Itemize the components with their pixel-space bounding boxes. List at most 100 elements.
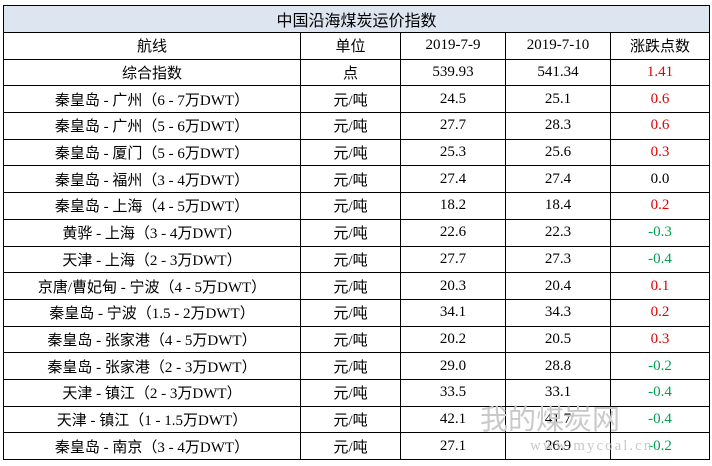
cell: 天津 - 镇江（2 - 3万DWT） <box>3 378 301 407</box>
cell: 1.41 <box>610 58 710 87</box>
cell: 27.3 <box>505 245 611 274</box>
cell: 秦皇岛 - 南京（3 - 4万DWT） <box>3 432 301 460</box>
cell: 秦皇岛 - 上海（4 - 5万DWT） <box>3 192 301 220</box>
freight-table: 中国沿海煤炭运价指数 航线 单位 2019-7-9 2019-7-10 涨跌点数 综合指数… <box>3 5 710 460</box>
cell: 27.7 <box>400 245 506 274</box>
cell: 24.5 <box>400 85 506 114</box>
cell: 秦皇岛 - 厦门（5 - 6万DWT） <box>3 138 301 167</box>
cell: -0.3 <box>610 218 710 247</box>
cell: 28.3 <box>505 112 611 140</box>
data-row: 京唐/曹妃甸 - 宁波（4 - 5万DWT） 元/吨 20.3 20.4 0.1 <box>3 272 710 300</box>
watermark-url: www.mycoal.cn <box>530 438 654 454</box>
cell: -0.4 <box>610 378 710 407</box>
header-cell: 2019-7-9 <box>400 32 506 60</box>
data-row: 天津 - 上海（2 - 3万DWT） 元/吨 27.7 27.3 -0.4 <box>3 245 710 274</box>
cell: 秦皇岛 - 张家港（4 - 5万DWT） <box>3 325 301 354</box>
cell: 黄骅 - 上海（3 - 4万DWT） <box>3 218 301 247</box>
cell: 20.5 <box>505 325 611 354</box>
cell: 元/吨 <box>300 432 401 460</box>
cell: 元/吨 <box>300 245 401 274</box>
cell: 0.0 <box>610 165 710 194</box>
header-cell: 涨跌点数 <box>610 32 710 60</box>
data-row: 秦皇岛 - 广州（6 - 7万DWT） 元/吨 24.5 25.1 0.6 <box>3 85 710 114</box>
cell: 34.1 <box>400 298 506 327</box>
watermark: 我的煤炭网 www.mycoal.cn <box>480 398 653 455</box>
cell: 0.3 <box>610 138 710 167</box>
cell: 元/吨 <box>300 325 401 354</box>
cell: 点 <box>300 58 401 87</box>
cell: -0.4 <box>610 405 710 434</box>
cell: 29.0 <box>400 352 506 380</box>
cell: 京唐/曹妃甸 - 宁波（4 - 5万DWT） <box>3 272 301 300</box>
header-cell: 单位 <box>300 32 401 60</box>
cell: -0.4 <box>610 245 710 274</box>
cell: 元/吨 <box>300 138 401 167</box>
cell: 0.6 <box>610 112 710 140</box>
data-row: 秦皇岛 - 福州（3 - 4万DWT） 元/吨 27.4 27.4 0.0 <box>3 165 710 194</box>
cell: 25.3 <box>400 138 506 167</box>
cell: 539.93 <box>400 58 506 87</box>
cell: 元/吨 <box>300 378 401 407</box>
cell: 18.2 <box>400 192 506 220</box>
data-row: 天津 - 镇江（1 - 1.5万DWT） 元/吨 42.1 41.7 -0.4 <box>3 405 710 434</box>
data-row: 黄骅 - 上海（3 - 4万DWT） 元/吨 22.6 22.3 -0.3 <box>3 218 710 247</box>
data-row: 综合指数点 539.93 541.34 1.41 <box>3 58 710 87</box>
cell: 28.8 <box>505 352 611 380</box>
cell: 秦皇岛 - 宁波（1.5 - 2万DWT） <box>3 298 301 327</box>
cell: 0.2 <box>610 298 710 327</box>
title-row: 中国沿海煤炭运价指数 <box>3 5 710 33</box>
header-row: 航线 单位 2019-7-9 2019-7-10 涨跌点数 <box>3 32 710 60</box>
cell: 元/吨 <box>300 112 401 140</box>
cell: 27.1 <box>400 432 506 460</box>
cell: 元/吨 <box>300 405 401 434</box>
cell: 秦皇岛 - 张家港（2 - 3万DWT） <box>3 352 301 380</box>
data-row: 秦皇岛 - 南京（3 - 4万DWT） 元/吨 27.1 26.9 -0.2 <box>3 432 710 460</box>
cell: 27.4 <box>505 165 611 194</box>
cell: 0.6 <box>610 85 710 114</box>
data-row: 秦皇岛 - 广州（5 - 6万DWT） 元/吨 27.7 28.3 0.6 <box>3 112 710 140</box>
table-title: 中国沿海煤炭运价指数 <box>3 5 710 33</box>
cell: 元/吨 <box>300 298 401 327</box>
cell: 0.3 <box>610 325 710 354</box>
cell: 元/吨 <box>300 352 401 380</box>
watermark-name: 我的煤炭网 <box>480 403 621 436</box>
cell: 26.9 <box>505 432 611 460</box>
cell: 元/吨 <box>300 192 401 220</box>
cell: 541.34 <box>505 58 611 87</box>
cell: 综合指数 <box>3 58 301 87</box>
data-row: 秦皇岛 - 张家港（4 - 5万DWT） 元/吨 20.2 20.5 0.3 <box>3 325 710 354</box>
cell: 秦皇岛 - 福州（3 - 4万DWT） <box>3 165 301 194</box>
cell: 天津 - 镇江（1 - 1.5万DWT） <box>3 405 301 434</box>
table-body: 中国沿海煤炭运价指数 航线 单位 2019-7-9 2019-7-10 涨跌点数 综合指数… <box>3 5 710 460</box>
cell: 25.6 <box>505 138 611 167</box>
cell: 20.4 <box>505 272 611 300</box>
cell: 41.7 <box>505 405 611 434</box>
header-cell: 航线 <box>3 32 301 60</box>
cell: 33.1 <box>505 378 611 407</box>
data-row: 秦皇岛 - 张家港（2 - 3万DWT） 元/吨 29.0 28.8 -0.2 <box>3 352 710 380</box>
cell: 42.1 <box>400 405 506 434</box>
header-cell: 2019-7-10 <box>505 32 611 60</box>
cell: 秦皇岛 - 广州（5 - 6万DWT） <box>3 112 301 140</box>
cell: 天津 - 上海（2 - 3万DWT） <box>3 245 301 274</box>
data-row: 天津 - 镇江（2 - 3万DWT） 元/吨 33.5 33.1 -0.4 <box>3 378 710 407</box>
cell: 0.2 <box>610 192 710 220</box>
cell: -0.2 <box>610 352 710 380</box>
cell: 18.4 <box>505 192 611 220</box>
cell: 0.1 <box>610 272 710 300</box>
cell: 22.3 <box>505 218 611 247</box>
data-row: 秦皇岛 - 上海（4 - 5万DWT） 元/吨 18.2 18.4 0.2 <box>3 192 710 220</box>
cell: 34.3 <box>505 298 611 327</box>
cell: 元/吨 <box>300 85 401 114</box>
cell: 27.4 <box>400 165 506 194</box>
cell: 20.2 <box>400 325 506 354</box>
cell: 元/吨 <box>300 218 401 247</box>
cell: 元/吨 <box>300 165 401 194</box>
cell: 25.1 <box>505 85 611 114</box>
cell: 22.6 <box>400 218 506 247</box>
cell: 元/吨 <box>300 272 401 300</box>
data-row: 秦皇岛 - 宁波（1.5 - 2万DWT） 元/吨 34.1 34.3 0.2 <box>3 298 710 327</box>
cell: -0.2 <box>610 432 710 460</box>
data-row: 秦皇岛 - 厦门（5 - 6万DWT） 元/吨 25.3 25.6 0.3 <box>3 138 710 167</box>
